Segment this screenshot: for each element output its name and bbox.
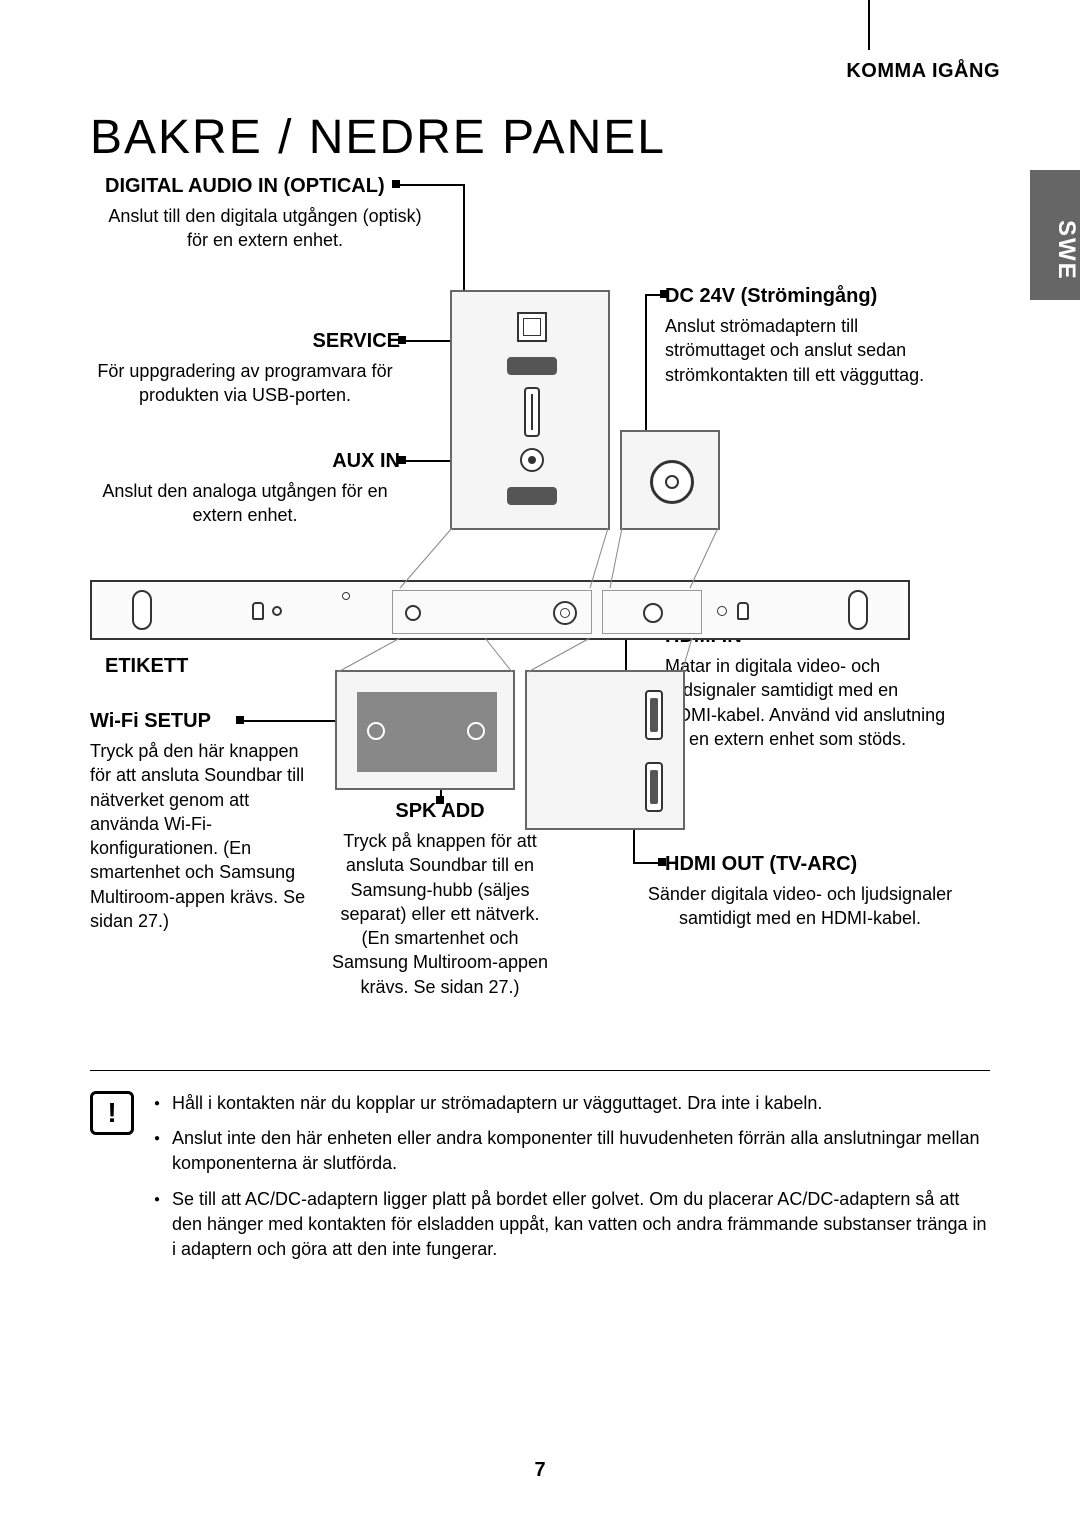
label-title: DIGITAL AUDIO IN (OPTICAL) [105,175,425,198]
mount-hole-icon [848,590,868,630]
aux-jack-icon [520,448,544,472]
note-item: Håll i kontakten när du kopplar ur ström… [154,1091,990,1116]
caution-icon: ! [90,1091,134,1135]
hdmi-out-port-icon [645,762,663,812]
label-digital-audio: DIGITAL AUDIO IN (OPTICAL) Anslut till d… [105,175,425,253]
page-number: 7 [534,1459,545,1482]
dot-icon [553,601,577,625]
leader-end [392,180,400,188]
optical-port-icon [517,312,547,342]
note-item: Se till att AC/DC-adaptern ligger platt … [154,1187,990,1263]
dot-icon [342,592,350,600]
lock-icon [252,602,264,620]
soundbar-body [90,580,910,640]
zoom-box-wifi [335,670,515,790]
dot-icon [272,606,282,616]
notes-section: ! Håll i kontakten när du kopplar ur str… [90,1070,990,1272]
lock-icon [737,602,749,620]
leader-line [395,184,465,186]
section-header: KOMMA IGÅNG [846,60,1000,83]
mount-hole-icon [132,590,152,630]
usb-port-icon [507,357,557,375]
wifi-button-icon [367,722,385,740]
top-rule [868,0,870,50]
dc-jack-icon [650,460,694,504]
zoom-box-left [450,290,610,530]
port-icon [507,487,557,505]
panel-diagram [90,290,910,1010]
zoom-box-dc [620,430,720,530]
language-tab: SWE [1030,170,1080,300]
note-item: Anslut inte den här enheten eller andra … [154,1126,990,1176]
recess-area [392,590,592,634]
slot-icon [524,387,540,437]
recess-area [602,590,702,634]
page-title: BAKRE / NEDRE PANEL [90,110,1010,165]
zoom-box-hdmi [525,670,685,830]
hdmi-in-port-icon [645,690,663,740]
notes-list: Håll i kontakten när du kopplar ur ström… [154,1091,990,1272]
spk-add-button-icon [467,722,485,740]
label-body: Anslut till den digitala utgången (optis… [105,204,425,253]
dot-icon [717,606,727,616]
dot-icon [405,605,421,621]
dot-icon [643,603,663,623]
